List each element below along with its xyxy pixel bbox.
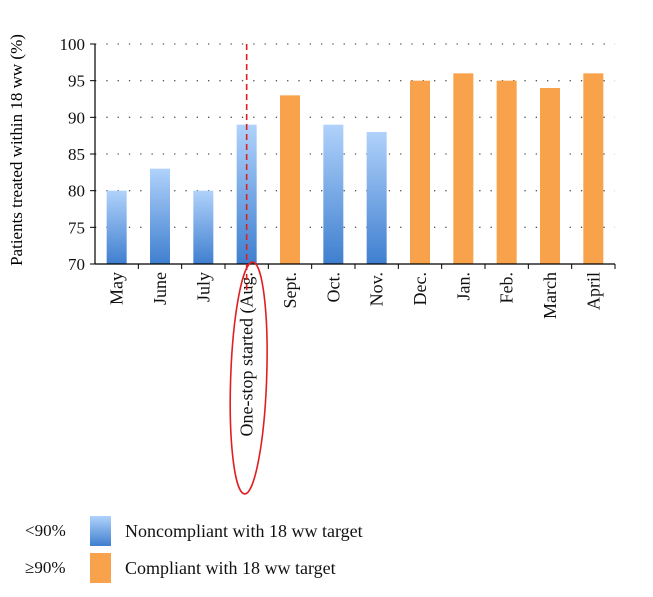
y-tick-label: 100 [60, 35, 86, 54]
x-tick-label: Sept. [280, 272, 300, 309]
bar-jan [453, 73, 474, 264]
x-tick-label: April [583, 272, 603, 310]
x-tick-label: July [193, 272, 213, 302]
bar-june [150, 168, 170, 264]
bar-chart: 70 75 80 85 90 95 100 May June July One-stop star… [7, 34, 616, 495]
legend-item-compliant: ≥90% Compliant with 18 ww target [0, 553, 653, 587]
x-tick-label: Dec. [410, 272, 430, 305]
x-tick-label: May [107, 272, 127, 305]
bar-nov [366, 132, 387, 264]
y-tick-label: 85 [68, 145, 85, 164]
bar-july [193, 190, 214, 264]
legend-item-noncompliant: <90% Noncompliant with 18 ww target [0, 516, 653, 550]
y-tick-label: 75 [68, 218, 85, 237]
marker-circle [229, 261, 268, 495]
y-axis-label: Patients treated within 18 ww (%) [7, 34, 26, 266]
legend-swatch-orange [90, 553, 111, 583]
bar-oct [323, 124, 344, 265]
legend-label: Compliant with 18 ww target [125, 558, 336, 578]
bar-march [540, 88, 560, 264]
x-tick-label: One-stop started (Aug. [237, 272, 258, 436]
x-tick-label: Nov. [367, 272, 387, 306]
x-tick-label: March [540, 272, 560, 319]
x-tick-label: June [150, 272, 170, 305]
gridlines [95, 43, 615, 228]
legend-threshold: <90% [25, 521, 66, 540]
legend-swatch-blue [90, 516, 111, 546]
x-tick-label: Feb. [497, 272, 517, 304]
bars [106, 73, 604, 265]
x-tick-labels: May June July One-stop started (Aug. Sept. Oc… [107, 264, 616, 436]
y-tick-labels: 70 75 80 85 90 95 100 [60, 35, 95, 274]
y-tick-label: 80 [68, 182, 85, 201]
bar-feb [496, 80, 517, 265]
x-tick-label: Oct. [323, 272, 343, 303]
y-tick-label: 70 [68, 255, 85, 274]
x-tick-label: Jan. [453, 272, 473, 301]
bar-sept [280, 95, 300, 264]
bar-dec [410, 80, 430, 265]
one-stop-marker [229, 44, 268, 495]
legend-label: Noncompliant with 18 ww target [125, 521, 363, 541]
y-tick-label: 90 [68, 108, 85, 127]
bar-april [583, 73, 604, 264]
legend-threshold: ≥90% [25, 558, 66, 577]
y-tick-label: 95 [68, 72, 85, 91]
bar-may [106, 190, 127, 264]
